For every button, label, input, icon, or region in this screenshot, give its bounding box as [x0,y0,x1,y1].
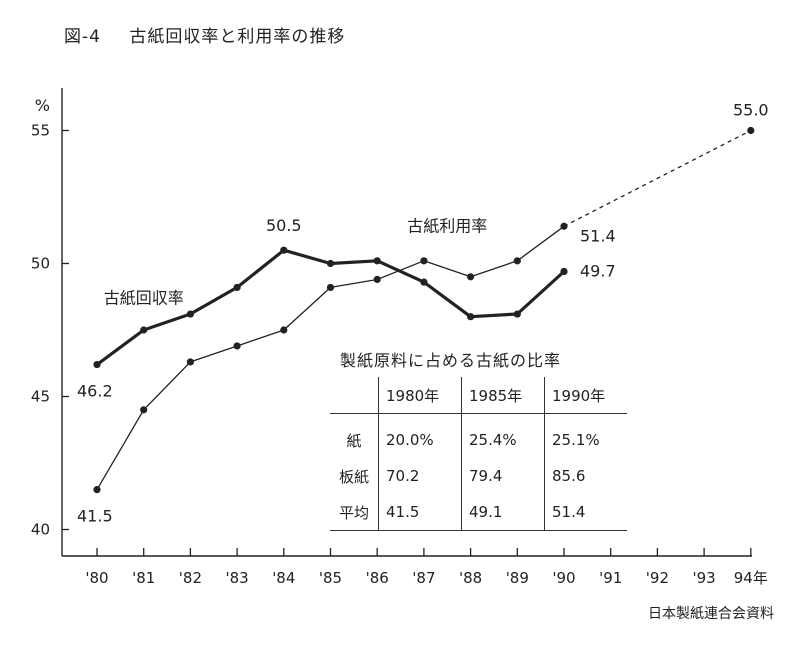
series-label: 古紙回収率 [104,288,184,307]
table-col-header: 1985年 [461,377,545,414]
data-label: 41.5 [77,507,113,526]
table-cell: 85.6 [544,458,627,494]
table-cell: 51.4 [544,494,627,531]
figure-number: 図-4 [64,27,101,47]
data-point [93,360,101,369]
table-cell: 25.1% [544,413,627,458]
table-row-label: 紙 [346,431,362,450]
data-point [186,310,194,318]
data-point [326,259,335,268]
x-tick-label: '91 [599,569,622,587]
projection-line [563,129,752,227]
data-point [93,486,101,494]
table-row-label: 平均 [330,494,379,531]
table-cell: 25.4% [461,413,545,458]
figure-title-text: 古紙回収率と利用率の推移 [129,27,346,47]
data-point [513,257,521,265]
x-tick-label: '80 [85,569,108,587]
table-corner [330,377,379,414]
data-label: 49.7 [580,261,616,280]
data-point [233,342,241,350]
table-row: 平均 41.5 49.1 51.4 [330,494,627,531]
data-point [560,222,568,230]
table-cell: 49.1 [461,494,545,531]
x-tick-label: '85 [319,569,342,587]
source-note: 日本製紙連合会資料 [648,606,774,622]
x-tick-label: '87 [412,569,435,587]
data-point [747,126,755,135]
inset-table-title: 製紙原料に占める古紙の比率 [340,351,562,370]
data-point [280,246,288,254]
table-col-header: 1980年 [378,377,462,414]
data-label: 55.0 [733,101,769,120]
y-tick-label: 45 [31,388,50,406]
data-point [420,257,428,265]
table-cell: 79.4 [461,458,545,494]
chart-labels: 46.2 41.5 50.5 51.4 49.7 55.0 古紙回収率 古紙利用率 [77,101,769,526]
data-point [467,313,475,321]
data-point [140,406,148,414]
data-point [280,326,288,334]
data-point [467,273,475,281]
data-point [420,278,428,286]
x-tick-label: '88 [459,569,482,587]
data-point [186,358,194,366]
x-tick-label: '92 [646,569,669,587]
data-point [373,257,381,265]
data-point [373,275,381,284]
y-tick-label: 40 [31,521,50,539]
table-cell: 70.2 [378,458,462,494]
chart-axes: 40 45 50 55% '80 '81 '82 '83 '84 '85 '86 '87 '88 '89 '… [31,88,768,587]
data-point [326,283,335,292]
table-col-header: 1990年 [544,377,627,414]
y-unit-label: % [35,96,50,115]
chart-points [93,126,755,494]
inset-table: 1980年 1985年 1990年 紙 20.0% 25.4% 25.1% 板紙… [330,377,627,531]
data-point [513,310,521,318]
table-row: 紙 20.0% 25.4% 25.1% [330,413,627,458]
x-tick-label: '81 [132,569,155,587]
table-row: 板紙 70.2 79.4 85.6 [330,458,627,494]
y-tick-label: 55 [31,122,50,140]
y-tick-label: 50 [31,255,50,273]
x-tick-label: '83 [225,569,248,587]
x-tick-label: '90 [552,569,575,587]
x-tick-label: '93 [692,569,715,587]
data-point [140,326,148,334]
x-tick-label: '89 [506,569,529,587]
x-tick-label: 94年 [734,569,768,587]
series-label: 古紙利用率 [407,217,487,236]
data-point [560,267,568,276]
x-tick-label: '84 [272,569,295,587]
data-label: 50.5 [266,216,302,235]
table-row-label: 板紙 [338,467,369,486]
data-label: 51.4 [580,226,616,245]
data-label: 46.2 [77,382,113,401]
x-tick-label: '82 [179,569,202,587]
table-cell: 41.5 [378,494,462,531]
x-tick-label: '86 [366,569,389,587]
figure-title: 図-4 古紙回収率と利用率の推移 [64,22,345,47]
table-cell: 20.0% [378,413,462,458]
data-point [233,283,241,292]
